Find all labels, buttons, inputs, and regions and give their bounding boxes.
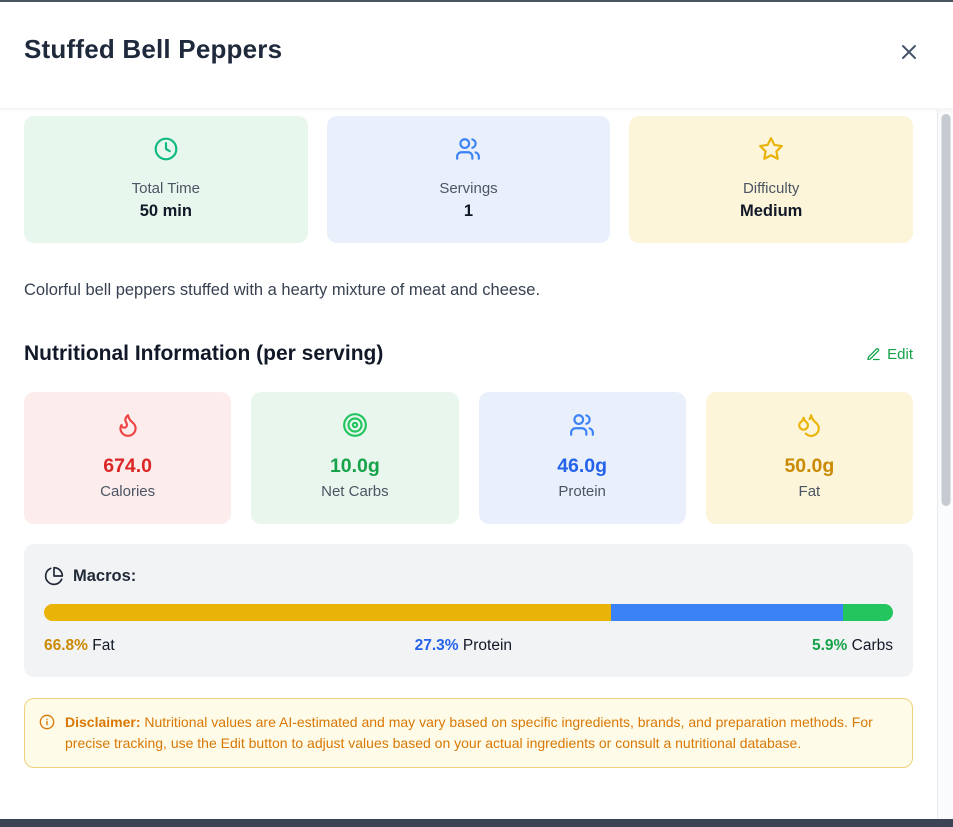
nutrition-heading: Nutritional Information (per serving) bbox=[24, 342, 384, 365]
modal-header: Stuffed Bell Peppers bbox=[0, 2, 953, 108]
calories-value: 674.0 bbox=[103, 455, 153, 477]
carbs-percent-label: 5.9% Carbs bbox=[811, 637, 893, 654]
total-time-value: 50 min bbox=[139, 202, 192, 220]
close-icon bbox=[897, 40, 921, 64]
fat-value: 50.0g bbox=[784, 455, 835, 477]
target-icon bbox=[342, 412, 368, 438]
fat-label: Fat bbox=[798, 483, 821, 500]
protein-label: Protein bbox=[558, 483, 606, 500]
recipe-description: Colorful bell peppers stuffed with a hea… bbox=[24, 281, 541, 299]
nutrition-section-header: Nutritional Information (per serving) Ed… bbox=[24, 342, 913, 366]
protein-card: 46.0g Protein bbox=[478, 392, 686, 524]
close-button[interactable] bbox=[893, 36, 925, 68]
macros-heading: Macros: bbox=[73, 566, 137, 585]
difficulty-label: Difficulty bbox=[742, 180, 800, 197]
macro-bar bbox=[44, 604, 893, 621]
protein-value: 46.0g bbox=[557, 455, 608, 477]
macro-bar-protein-segment bbox=[611, 604, 843, 621]
edit-button[interactable]: Edit bbox=[866, 346, 913, 363]
total-time-card: Total Time 50 min bbox=[24, 116, 308, 243]
recipe-info-cards: Total Time 50 min Servings 1 Difficulty … bbox=[24, 116, 913, 243]
scrollbar-track[interactable] bbox=[937, 110, 953, 819]
calories-card: 674.0 Calories bbox=[24, 392, 232, 524]
macros-panel: Macros: 66.8% Fat 27.3% Protein 5.9% Car… bbox=[24, 544, 913, 677]
users-icon bbox=[455, 136, 481, 162]
protein-percent-label: 27.3% Protein bbox=[414, 637, 513, 654]
edit-pencil-icon bbox=[866, 347, 881, 362]
flame-icon bbox=[115, 412, 141, 438]
fat-card: 50.0g Fat bbox=[705, 392, 913, 524]
macro-bar-fat-segment bbox=[44, 604, 612, 621]
disclaimer-label: Disclaimer: bbox=[65, 714, 141, 730]
disclaimer-box: Disclaimer: Nutritional values are AI-es… bbox=[24, 698, 913, 768]
servings-card: Servings 1 bbox=[326, 116, 611, 243]
macro-bar-carbs-segment bbox=[842, 604, 893, 621]
total-time-label: Total Time bbox=[131, 180, 200, 197]
clock-icon bbox=[153, 136, 179, 162]
net-carbs-card: 10.0g Net Carbs bbox=[251, 392, 459, 524]
calories-label: Calories bbox=[100, 483, 156, 500]
macros-header: Macros: bbox=[44, 566, 893, 586]
disclaimer-text: Disclaimer: Nutritional values are AI-es… bbox=[65, 714, 873, 751]
difficulty-value: Medium bbox=[739, 202, 803, 220]
page-title: Stuffed Bell Peppers bbox=[24, 34, 283, 64]
info-icon bbox=[39, 714, 55, 754]
users-icon bbox=[569, 412, 595, 438]
net-carbs-value: 10.0g bbox=[329, 455, 380, 477]
servings-value: 1 bbox=[463, 202, 474, 220]
nutrition-cards: 674.0 Calories 10.0g Net Carbs 46.0g Pro… bbox=[24, 392, 913, 524]
page-bottom-edge bbox=[0, 819, 953, 827]
pie-chart-icon bbox=[44, 566, 64, 586]
macro-bar-labels: 66.8% Fat 27.3% Protein 5.9% Carbs bbox=[44, 637, 893, 655]
edit-button-label: Edit bbox=[887, 345, 913, 363]
modal-body: Total Time 50 min Servings 1 Difficulty … bbox=[0, 108, 937, 768]
fat-percent-label: 66.8% Fat bbox=[44, 637, 115, 654]
net-carbs-label: Net Carbs bbox=[321, 483, 389, 500]
star-icon bbox=[758, 136, 784, 162]
scrollbar-thumb[interactable] bbox=[941, 114, 950, 506]
droplets-icon bbox=[796, 412, 822, 438]
servings-label: Servings bbox=[439, 180, 498, 197]
difficulty-card: Difficulty Medium bbox=[629, 116, 913, 243]
